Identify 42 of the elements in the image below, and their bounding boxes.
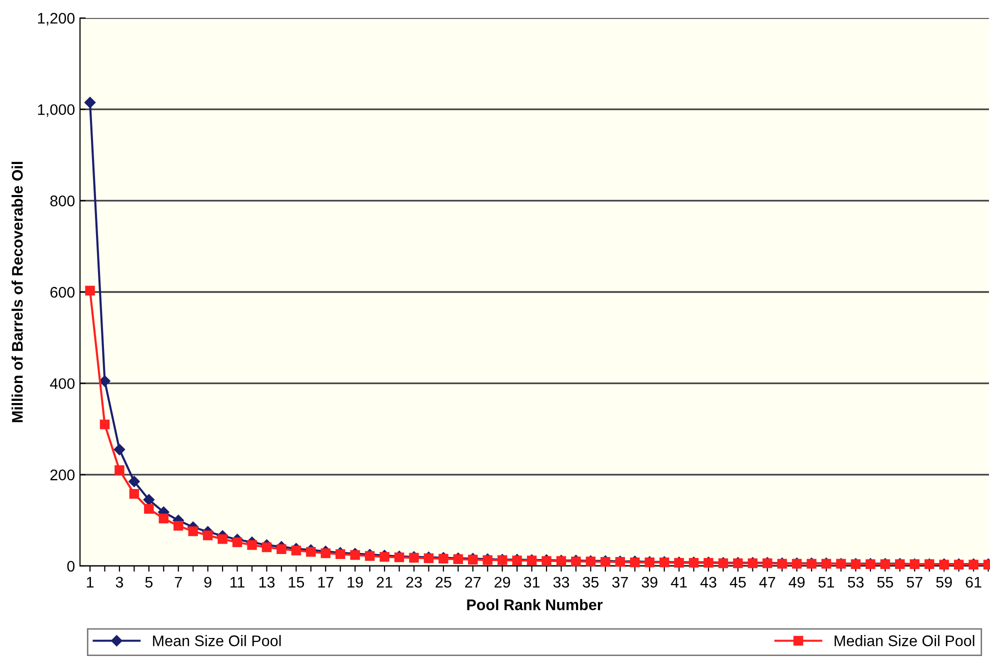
x-tick-label: 13 [259,576,275,588]
x-tick-label: 59 [936,576,952,588]
x-tick-label: 9 [204,576,212,588]
x-tick-label: 3 [116,576,124,588]
x-tick-label: 19 [348,576,363,588]
y-tick-label: 400 [50,378,75,390]
y-tick-label: 1,200 [38,12,75,26]
x-tick-label: 31 [524,576,540,588]
y-tick-label: 200 [50,470,75,480]
x-tick-label: 27 [465,576,481,588]
y-tick-label: 0 [67,560,75,572]
x-tick-label: 61 [966,576,982,588]
x-tick-label: 1 [86,576,94,588]
legend-label: Mean Size Oil Pool [153,635,281,646]
y-tick-label: 1,000 [38,104,75,117]
x-tick-label: 49 [788,576,805,588]
y-tick-label: 800 [50,196,75,206]
x-tick-label: 37 [612,576,628,588]
x-tick-label: 35 [582,576,599,588]
x-tick-label: 57 [906,576,922,588]
x-tick-label: 45 [730,576,746,588]
y-axis-title: Million of Barrels of Recoverable Oil [12,162,23,422]
x-tick-label: 53 [848,576,864,588]
x-tick-label: 25 [436,576,452,588]
x-tick-label: 41 [670,576,687,588]
x-tick-label: 11 [230,576,244,588]
legend-label: Median Size Oil Pool [834,635,974,646]
x-tick-label: 17 [318,576,334,588]
x-tick-label: 21 [376,576,392,588]
x-tick-label: 29 [494,576,510,588]
x-tick-label: 5 [145,576,153,588]
y-tick-label: 600 [50,286,75,298]
x-tick-label: 7 [174,576,182,588]
x-tick-label: 47 [759,576,776,588]
x-tick-label: 51 [818,576,834,588]
x-tick-label: 43 [700,576,716,588]
x-tick-label: 39 [642,576,658,588]
x-tick-label: 33 [553,576,570,588]
x-tick-label: 55 [877,576,894,588]
x-tick-label: 15 [288,576,304,588]
x-tick-label: 23 [406,576,422,588]
x-axis-title: Pool Rank Number [467,598,603,610]
